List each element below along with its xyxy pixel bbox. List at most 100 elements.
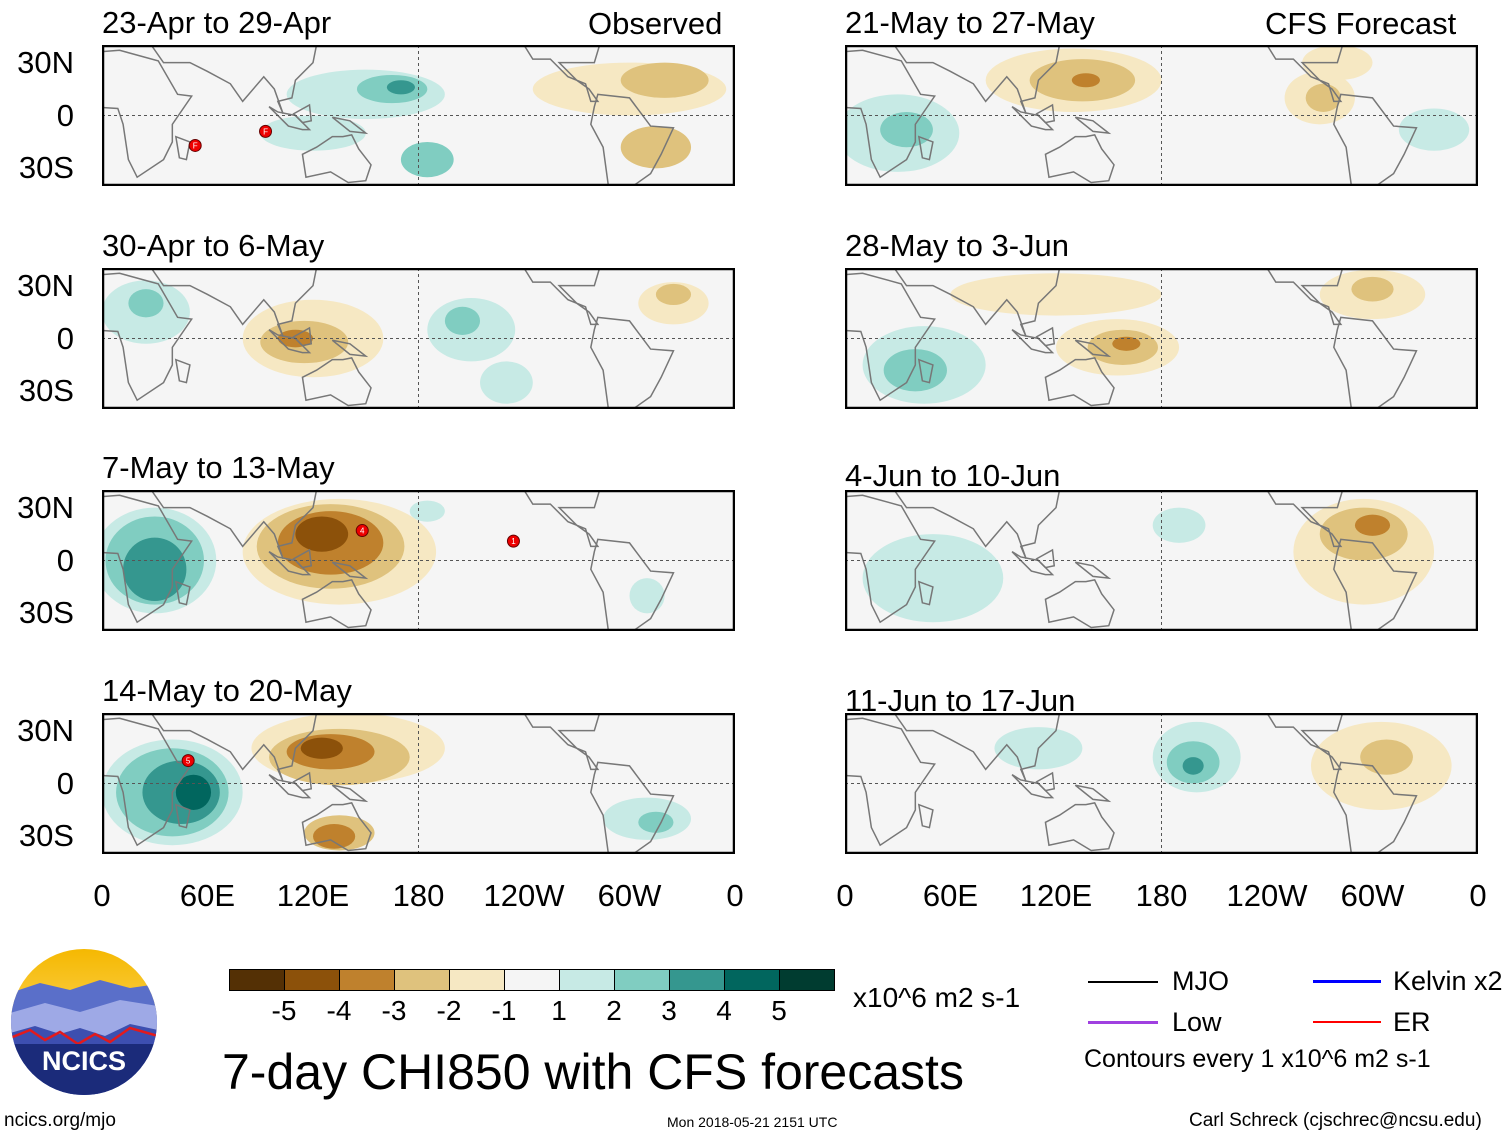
x-tick-label: 120E bbox=[1019, 878, 1093, 913]
anomaly-region bbox=[1112, 336, 1141, 351]
coastline bbox=[268, 106, 312, 131]
colorbar-label: 2 bbox=[606, 995, 622, 1026]
legend-line-er bbox=[1313, 1021, 1381, 1023]
map-panel: 5 bbox=[102, 713, 735, 854]
storm-marker: F bbox=[188, 138, 202, 152]
anomaly-region bbox=[1360, 739, 1413, 775]
coastline bbox=[331, 116, 369, 135]
svg-text:NCICS: NCICS bbox=[42, 1046, 126, 1076]
map-panel: FF bbox=[102, 45, 735, 186]
coastline bbox=[917, 358, 934, 384]
anomaly-region bbox=[1398, 108, 1470, 151]
y-tick-label: 30S bbox=[18, 818, 74, 854]
coastline bbox=[150, 45, 318, 115]
anomaly-region bbox=[655, 283, 692, 306]
coastline bbox=[1074, 339, 1112, 358]
colorbar-label: -5 bbox=[271, 995, 297, 1026]
coastline bbox=[268, 551, 312, 576]
colorbar-swatch bbox=[559, 969, 615, 991]
panel-title: 7-May to 13-May bbox=[102, 450, 335, 485]
anomaly-region bbox=[1071, 73, 1100, 88]
anomaly-region bbox=[400, 141, 454, 178]
coastline bbox=[590, 538, 675, 631]
x-tick-label: 120W bbox=[483, 878, 565, 913]
anomaly-region bbox=[1351, 276, 1394, 302]
coastline bbox=[893, 713, 1061, 783]
map-panel: 41 bbox=[102, 490, 735, 631]
anomaly-region bbox=[629, 578, 665, 614]
coastline bbox=[523, 490, 601, 548]
panel-title: 28-May to 3-Jun bbox=[845, 228, 1069, 263]
colorbar-label: -4 bbox=[326, 995, 352, 1026]
coastline bbox=[1074, 116, 1112, 135]
coastline bbox=[268, 329, 312, 354]
colorbar-swatch bbox=[449, 969, 505, 991]
footer-url[interactable]: ncics.org/mjo bbox=[4, 1110, 116, 1131]
anomaly-region bbox=[620, 126, 692, 169]
y-tick-label: 0 bbox=[56, 765, 74, 801]
coastline bbox=[845, 494, 936, 624]
panel-frame bbox=[102, 490, 735, 631]
panel-frame bbox=[845, 45, 1478, 186]
anomaly-region bbox=[1182, 757, 1204, 775]
coastline bbox=[917, 803, 934, 829]
contours-note: Contours every 1 x10^6 m2 s-1 bbox=[1084, 1045, 1431, 1073]
coastline bbox=[1333, 93, 1418, 186]
forecast-label: CFS Forecast bbox=[1265, 6, 1457, 41]
coastline bbox=[301, 134, 372, 184]
colorbar-label: 5 bbox=[771, 995, 787, 1026]
map-panel bbox=[102, 268, 735, 409]
coastline bbox=[150, 268, 318, 338]
coastline bbox=[1035, 326, 1056, 347]
y-tick-label: 30N bbox=[17, 44, 74, 80]
anomaly-region bbox=[638, 811, 674, 833]
y-tick-label: 0 bbox=[56, 542, 74, 578]
anomaly-region bbox=[880, 111, 933, 148]
legend-label-mjo: MJO bbox=[1172, 966, 1229, 996]
coastline bbox=[102, 717, 193, 847]
panel-frame bbox=[102, 713, 735, 854]
panel-frame bbox=[845, 490, 1478, 631]
coastline bbox=[893, 45, 1061, 115]
colorbar-swatch bbox=[779, 969, 835, 991]
coastline bbox=[331, 339, 369, 358]
y-tick-label: 30S bbox=[18, 373, 74, 409]
coastline bbox=[1266, 268, 1344, 326]
panel-title: 23-Apr to 29-Apr bbox=[102, 5, 332, 40]
coastline bbox=[590, 761, 675, 854]
panel-frame bbox=[845, 713, 1478, 854]
coastline bbox=[102, 494, 193, 624]
coastline bbox=[845, 49, 936, 179]
map-panel bbox=[845, 268, 1478, 409]
coastline bbox=[1333, 316, 1418, 409]
colorbar-swatch bbox=[504, 969, 560, 991]
coastline bbox=[523, 713, 601, 771]
colorbar-swatch bbox=[669, 969, 725, 991]
anomaly-region bbox=[480, 361, 533, 404]
y-tick-label: 30S bbox=[18, 150, 74, 186]
svg-text:1: 1 bbox=[511, 537, 516, 546]
footer-author: Carl Schreck (cjschrec@ncsu.edu) bbox=[1189, 1110, 1482, 1131]
colorbar-label: 1 bbox=[551, 995, 567, 1026]
colorbar-swatch bbox=[339, 969, 395, 991]
coastline bbox=[1266, 45, 1344, 103]
coastline bbox=[1044, 134, 1115, 184]
coastline bbox=[150, 490, 318, 560]
panel-title: 30-Apr to 6-May bbox=[102, 228, 325, 263]
coastline bbox=[102, 272, 193, 402]
panel-frame bbox=[102, 45, 735, 186]
coastline bbox=[331, 561, 369, 580]
panel-title: 11-Jun to 17-Jun bbox=[845, 683, 1076, 718]
anomaly-region bbox=[950, 273, 1162, 316]
anomaly-region bbox=[123, 537, 187, 602]
svg-text:F: F bbox=[193, 141, 198, 150]
colorbar-swatch bbox=[229, 969, 285, 991]
y-tick-label: 30S bbox=[18, 595, 74, 631]
svg-text:5: 5 bbox=[186, 757, 191, 766]
anomaly-region bbox=[1354, 514, 1391, 536]
map-panel bbox=[845, 490, 1478, 631]
anomaly-region bbox=[862, 534, 1004, 623]
anomaly-region bbox=[175, 774, 212, 810]
footer-timestamp: Mon 2018-05-21 2151 UTC bbox=[667, 1114, 838, 1130]
colorbar-label: -1 bbox=[491, 995, 517, 1026]
